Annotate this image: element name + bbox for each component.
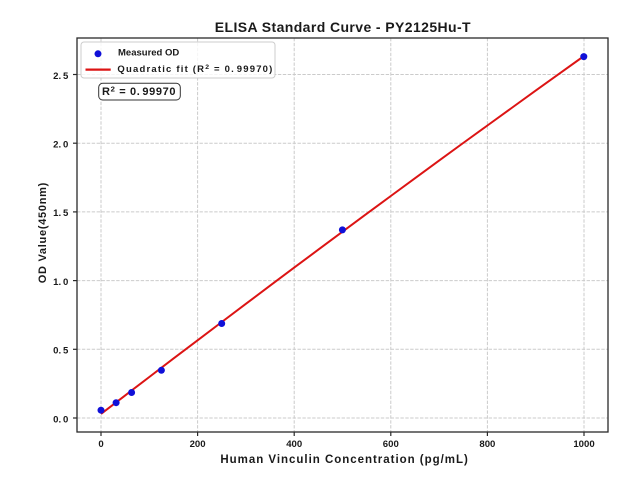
- svg-text:2.0: 2. 0: [53, 140, 68, 151]
- svg-text:OD Value(450nm): OD Value(450nm): [37, 182, 49, 283]
- svg-text:1.0: 1. 0: [53, 277, 68, 288]
- svg-text:R2 = 0.99970: R2 = 0. 99970: [102, 84, 176, 97]
- svg-text:1000: 1000: [573, 439, 594, 450]
- svg-text:Measured OD: Measured OD: [118, 48, 179, 59]
- svg-text:2.5: 2. 5: [53, 71, 69, 82]
- svg-text:400: 400: [286, 439, 302, 450]
- svg-text:0.5: 0. 5: [53, 346, 69, 357]
- svg-text:600: 600: [383, 439, 399, 450]
- svg-text:1.5: 1. 5: [53, 208, 69, 219]
- svg-text:200: 200: [190, 439, 206, 450]
- svg-text:Quadratic fit (R2 = 0.99970): Quadratic fit (R2 = 0. 99970): [117, 64, 273, 75]
- svg-text:800: 800: [479, 439, 495, 450]
- svg-text:0.0: 0. 0: [53, 414, 68, 425]
- svg-text:ELISA Standard Curve - PY2125H: ELISA Standard Curve - PY2125Hu-T: [215, 19, 471, 35]
- svg-text:Human Vinculin Concentration (: Human Vinculin Concentration (pg/mL): [220, 454, 468, 466]
- svg-text:0: 0: [98, 439, 103, 450]
